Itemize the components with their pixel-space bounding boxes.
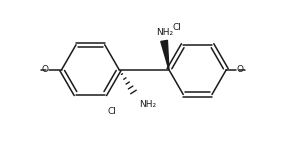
Text: O: O bbox=[41, 65, 48, 74]
Text: O: O bbox=[237, 65, 244, 74]
Text: Cl: Cl bbox=[172, 23, 181, 32]
Text: NH₂: NH₂ bbox=[139, 100, 156, 109]
Polygon shape bbox=[161, 40, 169, 70]
Text: NH₂: NH₂ bbox=[156, 28, 174, 37]
Text: Cl: Cl bbox=[107, 107, 116, 116]
